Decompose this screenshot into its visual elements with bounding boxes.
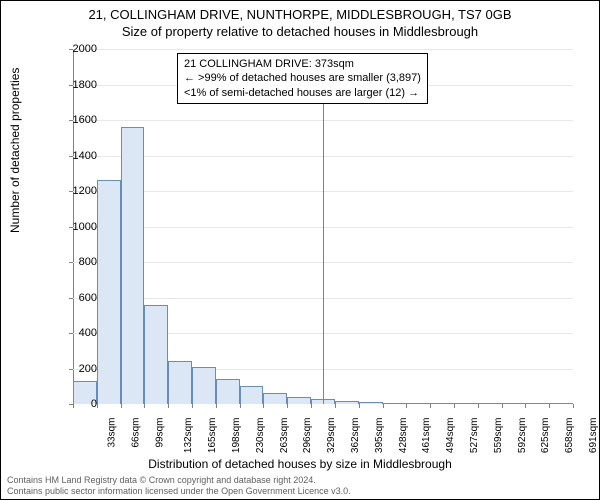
histogram-bar xyxy=(454,403,478,404)
y-tick-label: 0 xyxy=(67,398,97,410)
histogram-bar xyxy=(287,397,311,404)
histogram-bar xyxy=(121,127,145,404)
x-tick-label: 592sqm xyxy=(517,418,528,454)
histogram-bar xyxy=(216,379,240,404)
histogram-bar xyxy=(359,402,383,404)
x-tick-mark xyxy=(287,404,288,408)
property-marker-line xyxy=(323,99,324,404)
x-tick-mark xyxy=(502,404,503,408)
x-tick-mark xyxy=(406,404,407,408)
footer-line-1: Contains HM Land Registry data © Crown c… xyxy=(7,475,351,486)
y-tick-label: 800 xyxy=(67,256,97,268)
x-tick-label: 395sqm xyxy=(374,418,385,454)
x-tick-mark xyxy=(454,404,455,408)
y-tick-label: 200 xyxy=(67,363,97,375)
x-tick-label: 198sqm xyxy=(231,418,242,454)
chart-title-sub: Size of property relative to detached ho… xyxy=(1,22,599,39)
x-tick-label: 230sqm xyxy=(255,418,266,454)
x-tick-mark xyxy=(549,404,550,408)
x-tick-label: 625sqm xyxy=(541,418,552,454)
x-tick-mark xyxy=(383,404,384,408)
x-tick-label: 461sqm xyxy=(422,418,433,454)
x-tick-label: 296sqm xyxy=(302,418,313,454)
x-tick-label: 362sqm xyxy=(350,418,361,454)
x-tick-label: 428sqm xyxy=(398,418,409,454)
chart-container: 21, COLLINGHAM DRIVE, NUNTHORPE, MIDDLES… xyxy=(0,0,600,500)
x-tick-label: 66sqm xyxy=(130,418,141,448)
x-tick-mark xyxy=(121,404,122,408)
x-tick-mark xyxy=(240,404,241,408)
x-tick-label: 494sqm xyxy=(445,418,456,454)
histogram-bar xyxy=(478,403,502,404)
histogram-bar xyxy=(502,403,526,404)
x-tick-label: 691sqm xyxy=(588,418,599,454)
x-tick-label: 165sqm xyxy=(207,418,218,454)
x-tick-mark xyxy=(430,404,431,408)
x-tick-label: 658sqm xyxy=(564,418,575,454)
histogram-bar xyxy=(97,180,121,404)
x-tick-label: 33sqm xyxy=(106,418,117,448)
x-tick-mark xyxy=(192,404,193,408)
y-tick-label: 2000 xyxy=(67,43,97,55)
y-axis-label: Number of detached properties xyxy=(8,68,22,233)
histogram-bar xyxy=(335,401,359,404)
histogram-bar xyxy=(263,393,287,404)
legend-line-2: ← >99% of detached houses are smaller (3… xyxy=(184,71,421,85)
legend-line-3: <1% of semi-detached houses are larger (… xyxy=(184,86,421,100)
histogram-bar xyxy=(549,403,573,404)
x-tick-label: 132sqm xyxy=(183,418,194,454)
x-tick-mark xyxy=(359,404,360,408)
histogram-bar xyxy=(525,403,549,404)
y-tick-label: 1600 xyxy=(67,114,97,126)
x-tick-mark xyxy=(263,404,264,408)
y-tick-label: 1400 xyxy=(67,150,97,162)
x-tick-mark xyxy=(144,404,145,408)
x-axis-label: Distribution of detached houses by size … xyxy=(1,457,599,471)
x-tick-mark xyxy=(335,404,336,408)
x-tick-mark xyxy=(168,404,169,408)
x-tick-label: 99sqm xyxy=(154,418,165,448)
y-tick-label: 1200 xyxy=(67,185,97,197)
histogram-bar xyxy=(192,367,216,404)
grid-line xyxy=(73,49,573,50)
x-tick-label: 527sqm xyxy=(469,418,480,454)
histogram-bar xyxy=(406,403,430,404)
x-tick-mark xyxy=(311,404,312,408)
histogram-bar xyxy=(383,403,407,404)
y-tick-label: 1000 xyxy=(67,221,97,233)
x-tick-label: 329sqm xyxy=(326,418,337,454)
y-tick-label: 600 xyxy=(67,292,97,304)
y-tick-label: 400 xyxy=(67,327,97,339)
footer-text: Contains HM Land Registry data © Crown c… xyxy=(7,475,351,497)
x-tick-label: 263sqm xyxy=(279,418,290,454)
x-tick-mark xyxy=(216,404,217,408)
histogram-bar xyxy=(144,305,168,404)
footer-line-2: Contains public sector information licen… xyxy=(7,486,351,497)
legend-line-1: 21 COLLINGHAM DRIVE: 373sqm xyxy=(184,57,421,71)
histogram-bar xyxy=(168,361,192,404)
y-tick-label: 1800 xyxy=(67,79,97,91)
x-tick-mark xyxy=(573,404,574,408)
chart-title-main: 21, COLLINGHAM DRIVE, NUNTHORPE, MIDDLES… xyxy=(1,1,599,22)
x-tick-label: 559sqm xyxy=(493,418,504,454)
x-tick-mark xyxy=(525,404,526,408)
x-tick-mark xyxy=(478,404,479,408)
histogram-bar xyxy=(240,386,264,404)
legend-box: 21 COLLINGHAM DRIVE: 373sqm ← >99% of de… xyxy=(177,53,428,104)
histogram-bar xyxy=(430,403,454,404)
